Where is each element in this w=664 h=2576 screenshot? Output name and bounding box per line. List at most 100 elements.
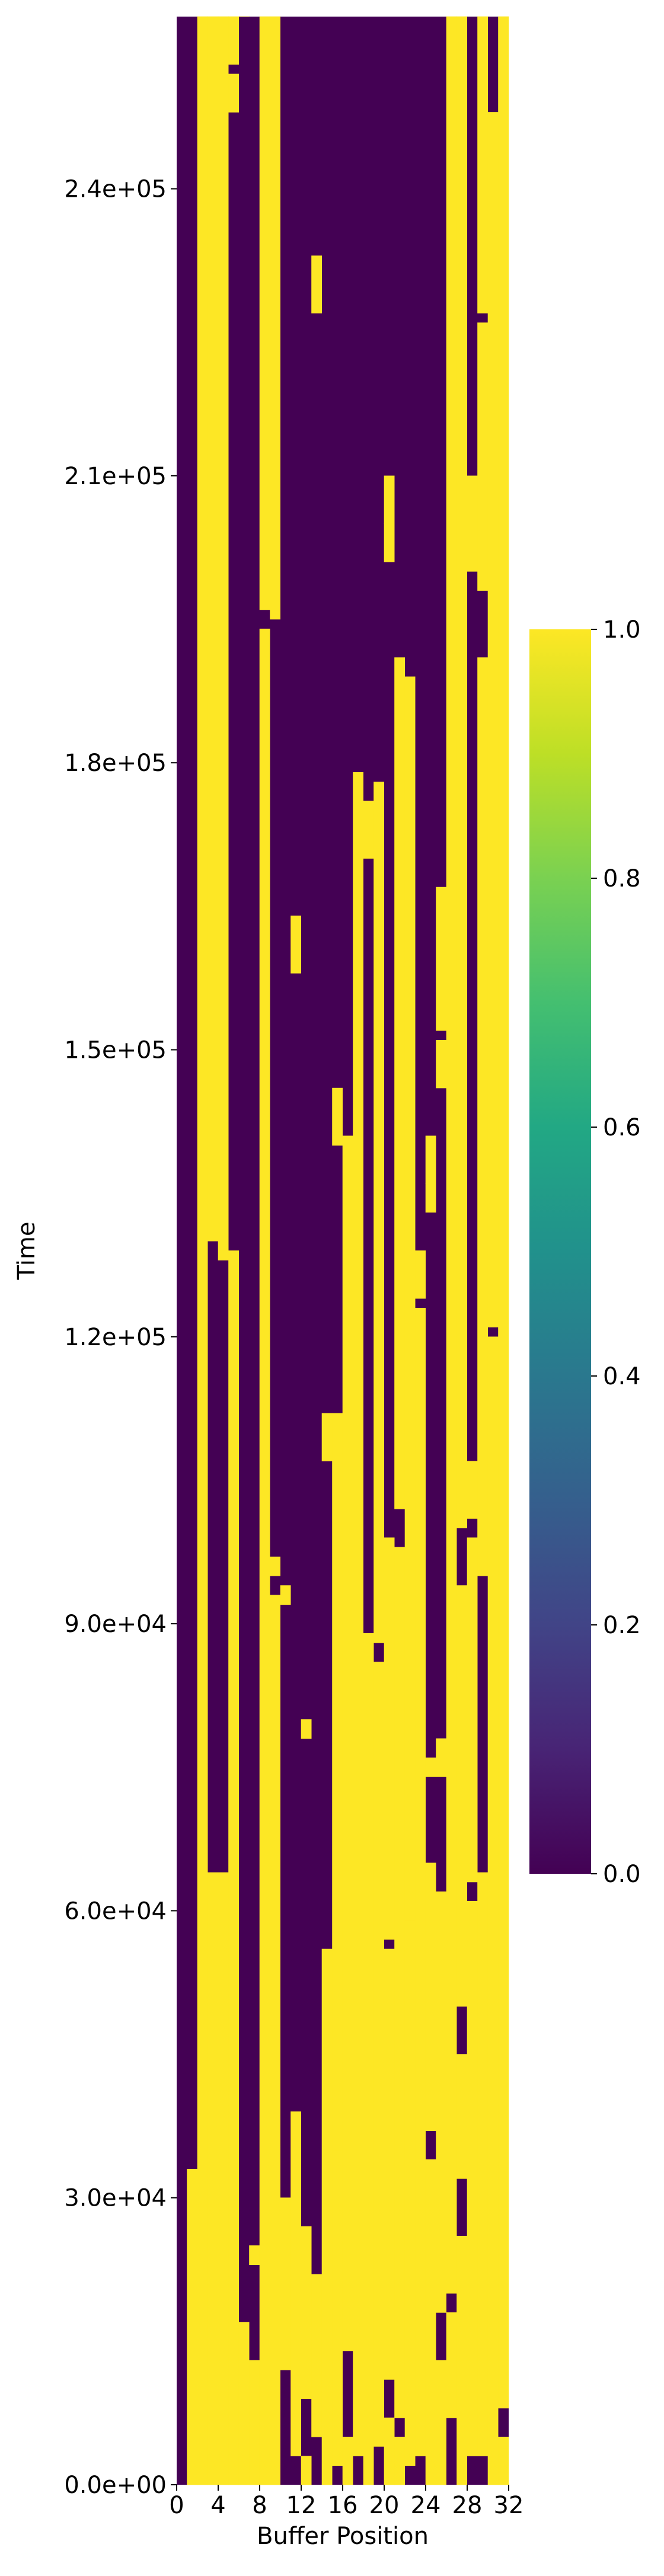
heatmap-cell-one xyxy=(394,1547,406,2418)
heatmap-cell-one xyxy=(259,16,270,610)
heatmap-cell-one xyxy=(425,1863,436,2131)
plot-area xyxy=(177,16,509,2485)
heatmap-column-11 xyxy=(290,17,302,2485)
heatmap-cell-one xyxy=(436,2360,447,2485)
heatmap-cell-zero xyxy=(249,17,260,2485)
heatmap-cell-zero xyxy=(290,17,301,2485)
heatmap-column-1 xyxy=(187,17,198,2485)
heatmap-cell-one xyxy=(384,1948,395,2380)
y-tick-label: 0.0e+00 xyxy=(64,2472,167,2499)
heatmap-cell-one xyxy=(353,772,364,1806)
heatmap-cell-one xyxy=(270,16,281,591)
colorbar-gradient xyxy=(529,629,591,1874)
x-tick-label: 4 xyxy=(210,2492,225,2519)
x-axis-label: Buffer Position xyxy=(257,2523,429,2550)
heatmap-cell-one xyxy=(456,2235,468,2485)
heatmap-cell-one xyxy=(208,16,219,1241)
heatmap-cell-one xyxy=(301,1719,312,1739)
colorbar: 0.0 0.2 0.4 0.6 0.8 1.0 xyxy=(529,616,641,1888)
heatmap-cell-one xyxy=(498,2436,509,2485)
heatmap-column-19 xyxy=(374,17,385,2485)
heatmap-column-24 xyxy=(425,17,436,2485)
heatmap-column-13 xyxy=(311,17,323,2485)
heatmap-cell-one xyxy=(228,16,240,65)
heatmap-column-15 xyxy=(332,17,343,2485)
heatmap-column-6 xyxy=(238,16,250,2485)
heatmap-cell-zero xyxy=(187,17,197,2485)
heatmap-cell-one xyxy=(290,2111,302,2456)
x-tick-label: 24 xyxy=(411,2492,441,2519)
heatmap-cell-one xyxy=(280,1585,291,1605)
x-tick-label: 20 xyxy=(369,2492,400,2519)
heatmap-column-8 xyxy=(259,16,270,2485)
heatmap-cell-one xyxy=(467,1537,478,1883)
heatmap-cell-one xyxy=(270,1556,281,1576)
y-tick-label: 2.1e+05 xyxy=(64,463,167,490)
heatmap-cell-one xyxy=(467,1461,478,1519)
heatmap-cell-one xyxy=(436,1738,447,1777)
heatmap-cell-one xyxy=(415,1308,426,2456)
heatmap-column-2 xyxy=(197,16,208,2485)
y-tick-label: 2.4e+05 xyxy=(64,176,167,203)
heatmap-cell-zero xyxy=(239,17,250,2485)
heatmap-column-28 xyxy=(467,17,478,2485)
heatmap-cell-one xyxy=(332,1087,343,1146)
heatmap-cell-one xyxy=(228,73,240,113)
heatmap-cell-one xyxy=(446,2312,457,2418)
x-tick-label: 0 xyxy=(169,2492,184,2519)
heatmap-cell-one xyxy=(404,676,416,1921)
heatmap-column-16 xyxy=(342,17,353,2485)
heatmap-cell-one xyxy=(321,1948,333,2485)
heatmap-column-30 xyxy=(487,17,499,2485)
x-tick-label: 8 xyxy=(252,2492,267,2519)
heatmap-column-4 xyxy=(218,16,229,2485)
heatmap-cell-one xyxy=(374,782,385,1643)
x-axis: 0 4 8 12 16 20 24 28 32 xyxy=(169,2485,523,2519)
heatmap-cell-one xyxy=(332,1413,343,2151)
heatmap-cell-one xyxy=(436,887,447,1031)
y-tick-label: 3.0e+04 xyxy=(64,2185,167,2212)
x-tick-label: 16 xyxy=(328,2492,358,2519)
colorbar-tick-label: 0.0 xyxy=(603,1861,641,1888)
heatmap-cell-one xyxy=(342,2436,353,2485)
heatmap-cell-one xyxy=(436,1891,447,2313)
heatmap-column-9 xyxy=(270,16,281,2485)
x-tick-label: 12 xyxy=(286,2492,317,2519)
heatmap-column-26 xyxy=(446,16,457,2485)
heatmap-cell-zero xyxy=(301,17,312,2485)
heatmap-column-21 xyxy=(394,17,406,2485)
heatmap-cell-one xyxy=(425,1757,436,1777)
y-tick-label: 1.8e+05 xyxy=(64,750,167,777)
x-tick-label: 32 xyxy=(494,2492,524,2519)
heatmap-cell-one xyxy=(259,628,270,2485)
heatmap-cell-one xyxy=(249,2360,260,2485)
colorbar-tick-label: 0.8 xyxy=(603,865,641,892)
heatmap-cell-one xyxy=(332,2149,343,2466)
heatmap-cell-one xyxy=(394,657,406,1509)
colorbar-tick-label: 1.0 xyxy=(603,616,641,644)
y-axis: 0.0e+00 3.0e+04 6.0e+04 9.0e+04 1.2e+05 1.5e+… xyxy=(64,176,177,2499)
heatmap-cell-one xyxy=(415,1250,426,1299)
heatmap-cell-one xyxy=(290,916,302,974)
colorbar-tick-label: 0.4 xyxy=(603,1363,641,1390)
x-tick-label: 28 xyxy=(452,2492,483,2519)
heatmap-cell-one xyxy=(270,590,281,620)
heatmap-cell-zero xyxy=(311,17,322,2485)
heatmap-cell-one xyxy=(404,1920,416,2466)
heatmap-cell-one xyxy=(467,1900,478,2456)
heatmap-cell-zero xyxy=(280,17,291,2485)
heatmap-cell-one xyxy=(456,1585,468,2007)
heatmap-cell-one xyxy=(321,1413,333,1461)
heatmap-cell-one xyxy=(384,523,395,562)
heatmap-cell-one xyxy=(477,16,489,313)
heatmap-cell-one xyxy=(311,2274,323,2437)
heatmap-column-25 xyxy=(436,17,447,2485)
heatmap-cell-one xyxy=(280,2197,291,2370)
heatmap-cell-one xyxy=(477,1872,489,2456)
y-tick-label: 6.0e+04 xyxy=(64,1897,167,1925)
heatmap-cell-one xyxy=(456,2054,468,2179)
heatmap-cell-one xyxy=(498,16,509,2409)
heatmap-cell-one xyxy=(228,1250,240,2485)
y-tick-label: 1.5e+05 xyxy=(64,1036,167,1064)
